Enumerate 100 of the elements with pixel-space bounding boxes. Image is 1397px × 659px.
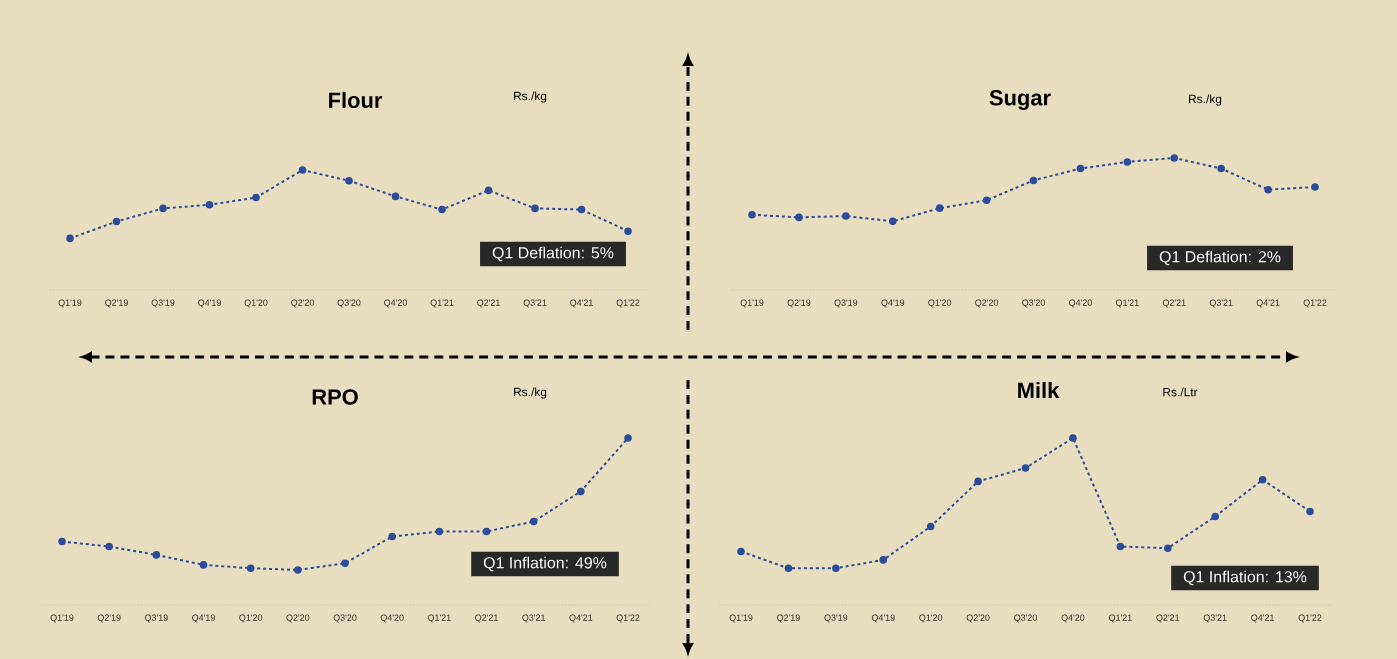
x-tick-label: Q1'19 xyxy=(740,299,764,308)
point xyxy=(341,559,349,568)
point xyxy=(388,532,396,541)
point xyxy=(438,205,446,214)
x-tick-label: Q3'19 xyxy=(824,614,848,623)
x-tick-label: Q3'20 xyxy=(333,614,357,623)
x-tick-label: Q1'20 xyxy=(244,299,268,308)
y-axis-title: Rs./kg xyxy=(514,91,547,103)
point xyxy=(842,212,850,220)
x-tick-label: Q4'21 xyxy=(1256,299,1280,308)
chart-title: Sugar xyxy=(989,90,1051,110)
x-tick-label: Q3'21 xyxy=(522,614,546,623)
point xyxy=(748,210,756,219)
x-tick-label: Q3'19 xyxy=(144,614,168,623)
point xyxy=(1311,183,1319,191)
point xyxy=(935,204,944,212)
point xyxy=(577,487,585,496)
point xyxy=(888,217,897,226)
point xyxy=(1076,164,1085,173)
point xyxy=(1264,185,1272,194)
point xyxy=(435,527,444,536)
x-tick-label: Q1'20 xyxy=(928,299,952,308)
x-tick-label: Q3'21 xyxy=(1209,299,1233,308)
x-tick-label: Q2'20 xyxy=(286,614,310,623)
point xyxy=(624,227,632,235)
x-tick-label: Q2'19 xyxy=(787,299,811,308)
point xyxy=(294,566,302,574)
point xyxy=(199,561,208,569)
x-tick-label: Q3'20 xyxy=(1014,614,1037,623)
point xyxy=(1021,464,1030,472)
y-axis-title: Rs./kg xyxy=(1189,94,1222,106)
point xyxy=(105,542,113,551)
x-tick-label: Q3'20 xyxy=(1022,299,1045,308)
x-tick-label: Q3'20 xyxy=(337,299,361,308)
point xyxy=(1163,544,1172,552)
x-tick-label: Q1'19 xyxy=(729,614,753,623)
point xyxy=(1069,434,1077,442)
x-tick-label: Q4'20 xyxy=(1069,299,1092,308)
x-tick-label: Q1'22 xyxy=(616,299,640,308)
point xyxy=(974,477,982,486)
x-tick-label: Q2'20 xyxy=(975,299,999,308)
y-axis-title: Rs./Ltr xyxy=(1163,387,1198,397)
point xyxy=(624,434,632,442)
point xyxy=(484,186,493,195)
point xyxy=(1258,475,1267,484)
point xyxy=(298,166,307,174)
x-tick-label: Q2'19 xyxy=(97,614,121,623)
point xyxy=(1211,512,1219,521)
point xyxy=(66,234,74,243)
x-tick-label: Q2'20 xyxy=(966,614,990,623)
annotation: Q1 Inflation: 13% xyxy=(1183,570,1307,586)
point xyxy=(737,547,745,556)
x-tick-label: Q2'21 xyxy=(475,614,498,623)
x-tick-label: Q4'19 xyxy=(198,299,221,308)
point xyxy=(1306,507,1314,516)
x-tick-label: Q3'21 xyxy=(523,299,547,308)
x-tick-label: Q4'21 xyxy=(1251,614,1274,623)
x-tick-label: Q1'21 xyxy=(1108,614,1132,623)
point xyxy=(252,193,260,202)
point xyxy=(1116,542,1125,551)
point xyxy=(879,556,888,564)
point xyxy=(784,564,793,573)
x-tick-label: Q3'19 xyxy=(834,299,858,308)
point xyxy=(795,213,803,222)
x-tick-label: Q4'21 xyxy=(570,299,593,308)
x-tick-label: Q1'22 xyxy=(1303,299,1327,308)
x-tick-label: Q2'21 xyxy=(1162,299,1186,308)
x-tick-label: Q1'20 xyxy=(239,614,263,623)
x-tick-label: Q4'21 xyxy=(569,614,593,623)
point xyxy=(112,217,121,226)
chart-title: Flour xyxy=(329,91,383,109)
point xyxy=(205,200,214,209)
x-tick-label: Q4'19 xyxy=(192,614,215,623)
x-tick-label: Q2'21 xyxy=(477,299,500,308)
x-tick-label: Q1'19 xyxy=(50,614,74,623)
x-tick-label: Q1'22 xyxy=(616,614,640,623)
x-tick-label: Q1'21 xyxy=(427,614,451,623)
x-tick-label: Q1'21 xyxy=(1115,299,1139,308)
point xyxy=(246,564,255,573)
point xyxy=(152,551,161,559)
x-tick-label: Q4'19 xyxy=(881,299,905,308)
x-tick-label: Q1'21 xyxy=(430,299,454,308)
y-axis-title: Rs./kg xyxy=(514,387,547,399)
x-tick-label: Q1'22 xyxy=(1298,614,1322,623)
x-tick-label: Q2'21 xyxy=(1156,614,1180,623)
point xyxy=(1217,164,1225,173)
x-tick-label: Q4'20 xyxy=(384,299,407,308)
x-tick-label: Q3'21 xyxy=(1203,614,1227,623)
x-tick-label: Q4'20 xyxy=(380,614,404,623)
chart-title: Milk xyxy=(1018,382,1060,398)
x-tick-label: Q1'19 xyxy=(58,299,82,308)
point xyxy=(159,204,167,213)
point xyxy=(926,522,935,531)
point xyxy=(982,196,991,205)
point xyxy=(577,205,586,214)
chart-title: RPO xyxy=(312,389,358,405)
x-tick-label: Q2'19 xyxy=(777,614,800,623)
x-tick-label: Q1'20 xyxy=(919,614,943,623)
point xyxy=(1029,176,1038,185)
x-tick-label: Q4'20 xyxy=(1061,614,1085,623)
